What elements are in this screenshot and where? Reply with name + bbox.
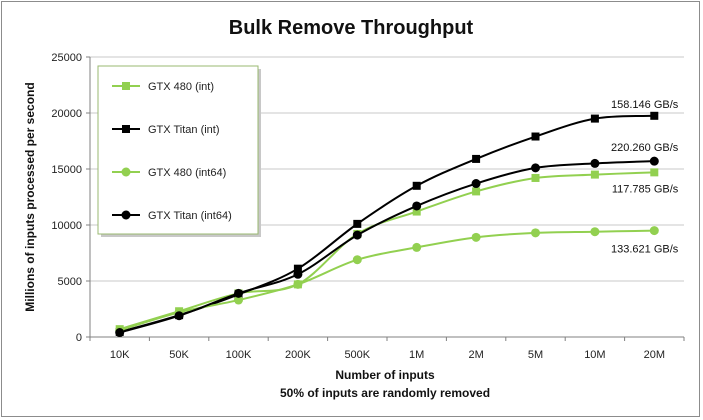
legend: GTX 480 (int) GTX Titan (int) GTX 480 (int…	[97, 65, 261, 237]
data-point	[115, 328, 125, 338]
x-tick-label: 10K	[110, 349, 130, 361]
data-point	[472, 154, 481, 163]
throughput-annotation: 133.621 GB/s	[611, 244, 679, 256]
data-point	[353, 219, 362, 228]
annotations: 158.146 GB/s 220.260 GB/s 117.785 GB/s 133.…	[611, 99, 679, 256]
data-point	[531, 163, 540, 173]
throughput-annotation: 220.260 GB/s	[611, 142, 679, 154]
legend-item: GTX Titan (int)	[112, 124, 220, 136]
legend-item: GTX 480 (int64)	[112, 167, 226, 179]
data-point	[471, 232, 481, 242]
data-point	[412, 181, 421, 190]
series-line	[119, 160, 655, 334]
x-tick-label: 100K	[226, 349, 252, 361]
x-tick-label: 1M	[409, 349, 424, 361]
y-tick-label: 15000	[51, 164, 82, 176]
data-point	[531, 173, 540, 182]
x-axis-title: Number of inputs	[335, 368, 435, 382]
legend-label: GTX Titan (int)	[148, 124, 220, 136]
data-point	[174, 311, 184, 321]
legend-label: GTX 480 (int)	[148, 81, 214, 93]
data-point	[412, 242, 422, 252]
legend-swatch-marker	[122, 125, 130, 133]
data-point	[293, 264, 302, 273]
data-point	[293, 279, 303, 289]
data-point	[590, 170, 599, 179]
data-point	[293, 269, 303, 279]
data-point	[412, 201, 422, 211]
data-point	[531, 132, 540, 141]
throughput-annotation: 117.785 GB/s	[612, 183, 679, 195]
data-point	[650, 168, 659, 177]
x-tick-label: 20M	[644, 349, 665, 361]
series-2	[115, 226, 659, 335]
x-tick-label: 2M	[468, 349, 483, 361]
data-point	[649, 226, 659, 236]
x-tick-label: 5M	[528, 349, 543, 361]
chart-title: Bulk Remove Throughput	[229, 17, 474, 39]
x-tick-label: 10M	[584, 349, 605, 361]
data-point	[234, 288, 243, 298]
data-point	[412, 207, 421, 216]
y-tick-label: 5000	[58, 276, 82, 288]
legend-box	[97, 65, 259, 235]
data-point	[590, 158, 600, 168]
data-point	[472, 187, 481, 196]
y-tick-label: 10000	[51, 220, 82, 232]
throughput-annotation: 158.146 GB/s	[611, 99, 679, 111]
legend-label: GTX Titan (int64)	[148, 210, 232, 222]
data-point	[471, 179, 481, 189]
axes	[89, 57, 684, 338]
legend-swatch-marker	[121, 210, 131, 220]
y-tick-label: 25000	[51, 52, 82, 64]
x-tick-label: 200K	[285, 349, 311, 361]
data-point	[590, 227, 600, 237]
data-point	[590, 114, 599, 123]
series-3	[115, 156, 659, 338]
y-tick-label: 0	[76, 332, 82, 344]
legend-swatch-marker	[121, 167, 131, 177]
data-point	[531, 228, 540, 238]
x-tick-label: 50K	[169, 349, 189, 361]
y-axis-ticks: 0 5000 10000 15000 20000 25000	[51, 52, 90, 344]
series-line	[119, 229, 655, 332]
legend-item: GTX 480 (int)	[112, 81, 214, 93]
series-lines	[115, 111, 659, 338]
data-point	[352, 230, 362, 240]
data-point	[649, 156, 659, 166]
data-point	[352, 255, 362, 265]
legend-swatch-marker	[122, 82, 130, 90]
data-point	[234, 295, 243, 305]
y-tick-label: 20000	[51, 108, 82, 120]
x-axis-ticks: 10K 50K 100K 200K 500K 1M 2M 5M 10M 20M	[89, 337, 685, 361]
legend-item: GTX Titan (int64)	[112, 210, 232, 222]
x-axis-subtitle: 50% of inputs are randomly removed	[280, 386, 490, 400]
legend-label: GTX 480 (int64)	[148, 167, 226, 179]
y-axis-title: Millions of inputs processed per second	[23, 82, 37, 311]
data-point	[650, 111, 659, 120]
x-tick-label: 500K	[344, 349, 370, 361]
